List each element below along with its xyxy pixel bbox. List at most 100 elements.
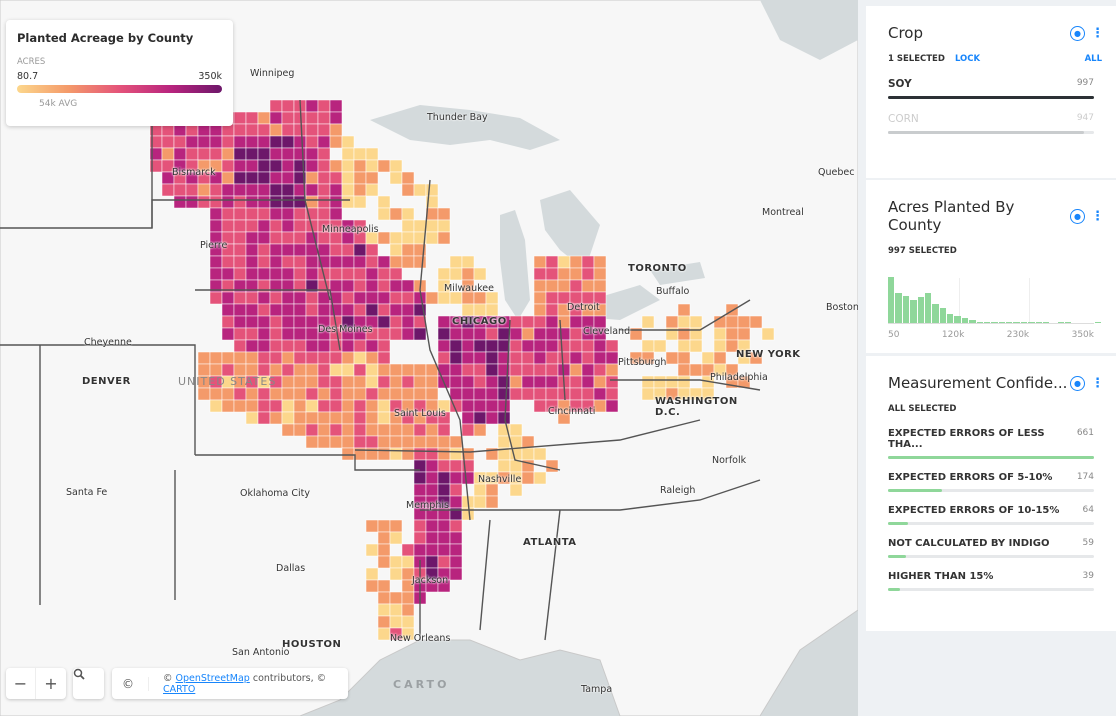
county[interactable] [533, 267, 547, 281]
county[interactable] [269, 411, 283, 425]
county[interactable] [401, 279, 415, 293]
county[interactable] [377, 411, 391, 425]
county[interactable] [713, 351, 727, 365]
county[interactable] [209, 135, 223, 149]
histogram-bar[interactable] [1035, 321, 1042, 323]
county[interactable] [569, 375, 583, 389]
color-drop-icon[interactable]: ● [1070, 208, 1085, 224]
county[interactable] [485, 339, 499, 353]
histogram-bar[interactable] [888, 277, 895, 323]
county[interactable] [437, 435, 451, 449]
county[interactable] [461, 423, 475, 437]
county[interactable] [281, 327, 295, 341]
county[interactable] [317, 111, 331, 125]
county[interactable] [401, 627, 415, 641]
county[interactable] [257, 207, 271, 221]
county[interactable] [329, 111, 343, 125]
county[interactable] [281, 267, 295, 281]
county[interactable] [473, 339, 487, 353]
county[interactable] [305, 255, 319, 269]
county[interactable] [269, 111, 283, 125]
county[interactable] [449, 363, 463, 377]
county-choropleth[interactable] [149, 99, 775, 641]
county[interactable] [437, 351, 451, 365]
county[interactable] [305, 159, 319, 173]
county[interactable] [233, 219, 247, 233]
county[interactable] [305, 411, 319, 425]
county[interactable] [413, 435, 427, 449]
county[interactable] [341, 387, 355, 401]
county[interactable] [365, 351, 379, 365]
county[interactable] [341, 363, 355, 377]
county[interactable] [269, 159, 283, 173]
histogram-bar[interactable] [1013, 321, 1020, 323]
county[interactable] [461, 351, 475, 365]
histogram-bar[interactable] [1006, 321, 1013, 323]
county[interactable] [401, 615, 415, 629]
county[interactable] [305, 111, 319, 125]
county[interactable] [329, 279, 343, 293]
county[interactable] [341, 291, 355, 305]
county[interactable] [377, 399, 391, 413]
county[interactable] [305, 339, 319, 353]
county[interactable] [569, 255, 583, 269]
county[interactable] [497, 411, 511, 425]
county[interactable] [353, 159, 367, 173]
map[interactable]: Winnipeg Thunder Bay Bismarck Quebec Montrea… [0, 0, 858, 716]
county[interactable] [365, 267, 379, 281]
county[interactable] [377, 387, 391, 401]
county[interactable] [425, 447, 439, 461]
county[interactable] [269, 327, 283, 341]
county[interactable] [653, 375, 667, 389]
county[interactable] [257, 327, 271, 341]
county[interactable] [581, 255, 595, 269]
county[interactable] [677, 339, 691, 353]
county[interactable] [341, 279, 355, 293]
histogram-bar[interactable] [895, 293, 902, 323]
county[interactable] [281, 423, 295, 437]
county[interactable] [533, 291, 547, 305]
county[interactable] [413, 543, 427, 557]
county[interactable] [485, 399, 499, 413]
county[interactable] [221, 147, 235, 161]
county[interactable] [425, 291, 439, 305]
county[interactable] [245, 123, 259, 137]
county[interactable] [461, 255, 475, 269]
county[interactable] [389, 207, 403, 221]
county[interactable] [197, 135, 211, 149]
county[interactable] [401, 591, 415, 605]
county[interactable] [221, 195, 235, 209]
county[interactable] [485, 351, 499, 365]
county[interactable] [305, 183, 319, 197]
county[interactable] [245, 303, 259, 317]
county[interactable] [221, 327, 235, 341]
county[interactable] [317, 123, 331, 137]
county[interactable] [281, 111, 295, 125]
county[interactable] [365, 339, 379, 353]
county[interactable] [521, 315, 535, 329]
county[interactable] [353, 387, 367, 401]
county[interactable] [533, 327, 547, 341]
category-corn[interactable]: CORN 947 [888, 113, 1094, 134]
county[interactable] [245, 219, 259, 233]
county[interactable] [545, 291, 559, 305]
county[interactable] [209, 267, 223, 281]
county[interactable] [269, 231, 283, 245]
county[interactable] [341, 351, 355, 365]
county[interactable] [461, 507, 475, 521]
county[interactable] [425, 375, 439, 389]
county[interactable] [665, 351, 679, 365]
county[interactable] [737, 327, 751, 341]
county[interactable] [281, 219, 295, 233]
county[interactable] [233, 183, 247, 197]
county[interactable] [185, 147, 199, 161]
county[interactable] [509, 327, 523, 341]
county[interactable] [449, 483, 463, 497]
county[interactable] [353, 399, 367, 413]
county[interactable] [257, 231, 271, 245]
county[interactable] [569, 267, 583, 281]
county[interactable] [389, 531, 403, 545]
county[interactable] [473, 495, 487, 509]
county[interactable] [269, 291, 283, 305]
county[interactable] [329, 195, 343, 209]
